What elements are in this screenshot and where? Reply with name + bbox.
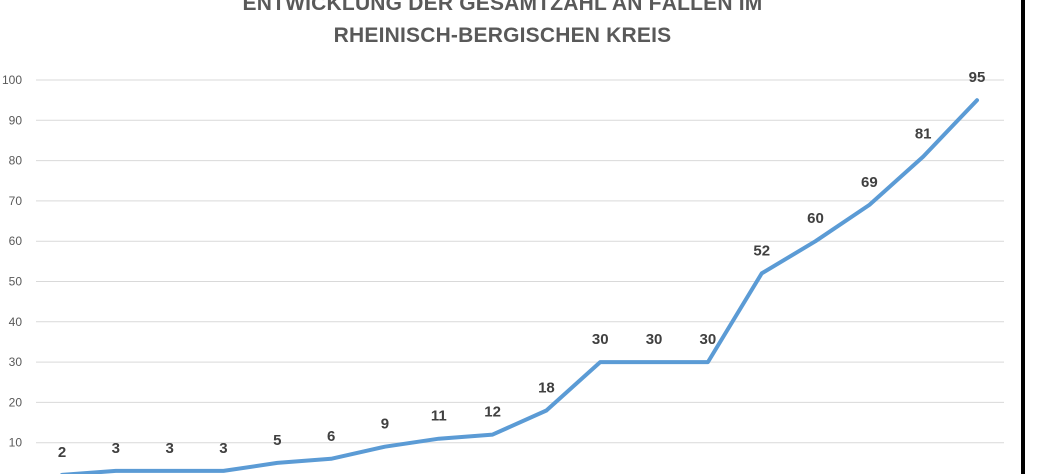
data-label-2: 3 [165, 440, 173, 457]
data-label-4: 5 [273, 432, 281, 449]
y-tick-label-80: 80 [9, 154, 23, 168]
y-tick-label-10: 10 [9, 436, 23, 450]
data-label-14: 60 [807, 210, 824, 227]
y-tick-label-100: 100 [2, 73, 22, 87]
y-tick-label-40: 40 [9, 315, 23, 329]
y-tick-label-30: 30 [9, 355, 23, 369]
data-label-17: 95 [969, 69, 986, 86]
data-label-15: 69 [861, 174, 878, 191]
y-axis-ticks: 10 20 30 40 50 60 70 80 90 100 [2, 73, 22, 450]
data-label-11: 30 [646, 331, 663, 348]
gridlines [36, 79, 1004, 444]
data-label-12: 30 [700, 331, 717, 348]
series-layer [60, 98, 979, 474]
data-label-16: 81 [915, 126, 932, 143]
data-label-9: 18 [538, 379, 555, 396]
data-label-1: 3 [112, 440, 120, 457]
y-tick-label-90: 90 [9, 113, 23, 127]
y-tick-label-20: 20 [9, 395, 23, 409]
chart-title: ENTWICKLUNG DER GESAMTZAHL AN FÄLLEN IM … [0, 0, 1005, 52]
data-label-7: 11 [431, 408, 447, 425]
data-label-5: 6 [327, 428, 335, 445]
data-label-0: 2 [58, 444, 66, 461]
data-label-8: 12 [484, 404, 501, 421]
y-tick-label-60: 60 [9, 234, 23, 248]
chart-title-line-1: ENTWICKLUNG DER GESAMTZAHL AN FÄLLEN IM [242, 0, 763, 15]
window-edge-divider [1021, 0, 1025, 474]
y-tick-label-70: 70 [9, 194, 23, 208]
series-line [60, 98, 979, 474]
data-label-3: 3 [219, 440, 227, 457]
data-label-6: 9 [381, 416, 389, 433]
data-label-10: 30 [592, 331, 609, 348]
chart-title-line-2: RHEINISCH-BERGISCHEN KREIS [333, 24, 672, 47]
y-tick-label-50: 50 [9, 275, 23, 289]
data-label-13: 52 [753, 242, 770, 259]
